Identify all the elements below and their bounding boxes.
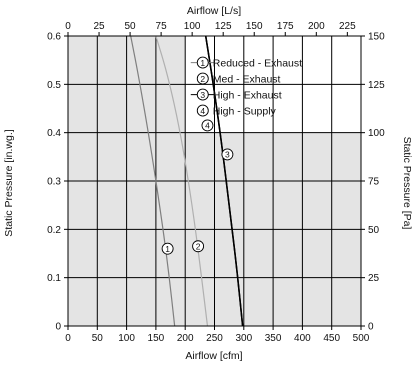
legend: 1 Reduced - Exhaust 2 Med - Exhaust 3 High - … <box>190 56 302 117</box>
legend-marker-number-4: 4 <box>200 106 205 116</box>
y-right-tick-label: 100 <box>368 128 385 139</box>
x-top-tick-label: 200 <box>308 21 325 32</box>
x-top-tick-label: 100 <box>184 21 201 32</box>
y-left-tick-label: 0 <box>55 322 61 333</box>
legend-marker-number-1: 1 <box>200 58 205 68</box>
x-top-tick-label: 125 <box>215 21 232 32</box>
y-left-tick-label: 0.1 <box>47 273 61 284</box>
curve-marker-number-3: 3 <box>225 150 230 160</box>
y-right-tick-label: 25 <box>368 273 380 284</box>
x-top-tick-label: 225 <box>339 21 356 32</box>
y-right-tick-label: 150 <box>368 32 385 43</box>
y-left-tick-label: 0.6 <box>47 32 61 43</box>
curve-marker-number-4: 4 <box>205 121 210 131</box>
curve-marker-circle-3 <box>221 148 234 161</box>
x-top-axis-title: Airflow [L/s] <box>187 5 241 17</box>
legend-marker-circle-1 <box>196 56 209 69</box>
x-bottom-tick-label: 100 <box>118 333 135 344</box>
y-right-tick-label: 0 <box>368 322 374 333</box>
legend-marker-number-3: 3 <box>200 90 205 100</box>
y-right-tick-label: 75 <box>368 177 380 188</box>
legend-marker-circle-3 <box>196 88 209 101</box>
curve-marker-circle-4 <box>201 119 214 132</box>
y-right-tick-label: 50 <box>368 225 380 236</box>
x-top-tick-label: 175 <box>277 21 294 32</box>
legend-label-3: High - Exhaust <box>213 89 282 101</box>
legend-label-2: Med - Exhaust <box>213 73 281 85</box>
legend-label-4: High - Supply <box>213 105 277 117</box>
y-left-tick-label: 0.4 <box>47 128 61 139</box>
x-bottom-tick-label: 350 <box>265 333 282 344</box>
x-bottom-tick-label: 0 <box>65 333 71 344</box>
x-bottom-tick-label: 450 <box>323 333 340 344</box>
series-line-4 <box>204 35 244 327</box>
x-bottom-tick-label: 500 <box>353 333 370 344</box>
x-bottom-tick-label: 250 <box>206 333 223 344</box>
y-left-tick-label: 0.5 <box>47 80 61 91</box>
y-left-axis-title: Static Pressure [in.wg.] <box>3 129 15 236</box>
x-top-tick-label: 50 <box>125 21 137 32</box>
x-top-tick-label: 150 <box>246 21 263 32</box>
x-top-tick-label: 0 <box>65 21 71 32</box>
y-left-tick-label: 0.3 <box>47 177 61 188</box>
legend-marker-number-2: 2 <box>200 74 205 84</box>
curve-marker-circle-2 <box>192 240 205 253</box>
x-bottom-tick-label: 150 <box>148 333 165 344</box>
x-bottom-tick-label: 50 <box>92 333 104 344</box>
x-bottom-tick-label: 200 <box>177 333 194 344</box>
legend-marker-circle-4 <box>196 104 209 117</box>
y-left-tick-label: 0.2 <box>47 225 61 236</box>
y-right-tick-label: 125 <box>368 80 385 91</box>
x-top-tick-label: 25 <box>93 21 105 32</box>
x-bottom-tick-label: 400 <box>294 333 311 344</box>
legend-label-1: Reduced - Exhaust <box>213 57 302 69</box>
x-bottom-tick-label: 300 <box>235 333 252 344</box>
legend-marker-circle-2 <box>196 72 209 85</box>
x-bottom-axis-title: Airflow [cfm] <box>185 350 242 362</box>
grid-lines <box>68 36 361 326</box>
x-top-tick-label: 75 <box>156 21 168 32</box>
curve-marker-number-1: 1 <box>165 244 170 254</box>
curve-marker-circle-1 <box>161 242 174 255</box>
y-right-axis-title: Static Pressure [Pa] <box>401 137 413 230</box>
curve-markers: 1 2 3 4 <box>161 119 234 255</box>
curve-marker-number-2: 2 <box>196 242 201 252</box>
